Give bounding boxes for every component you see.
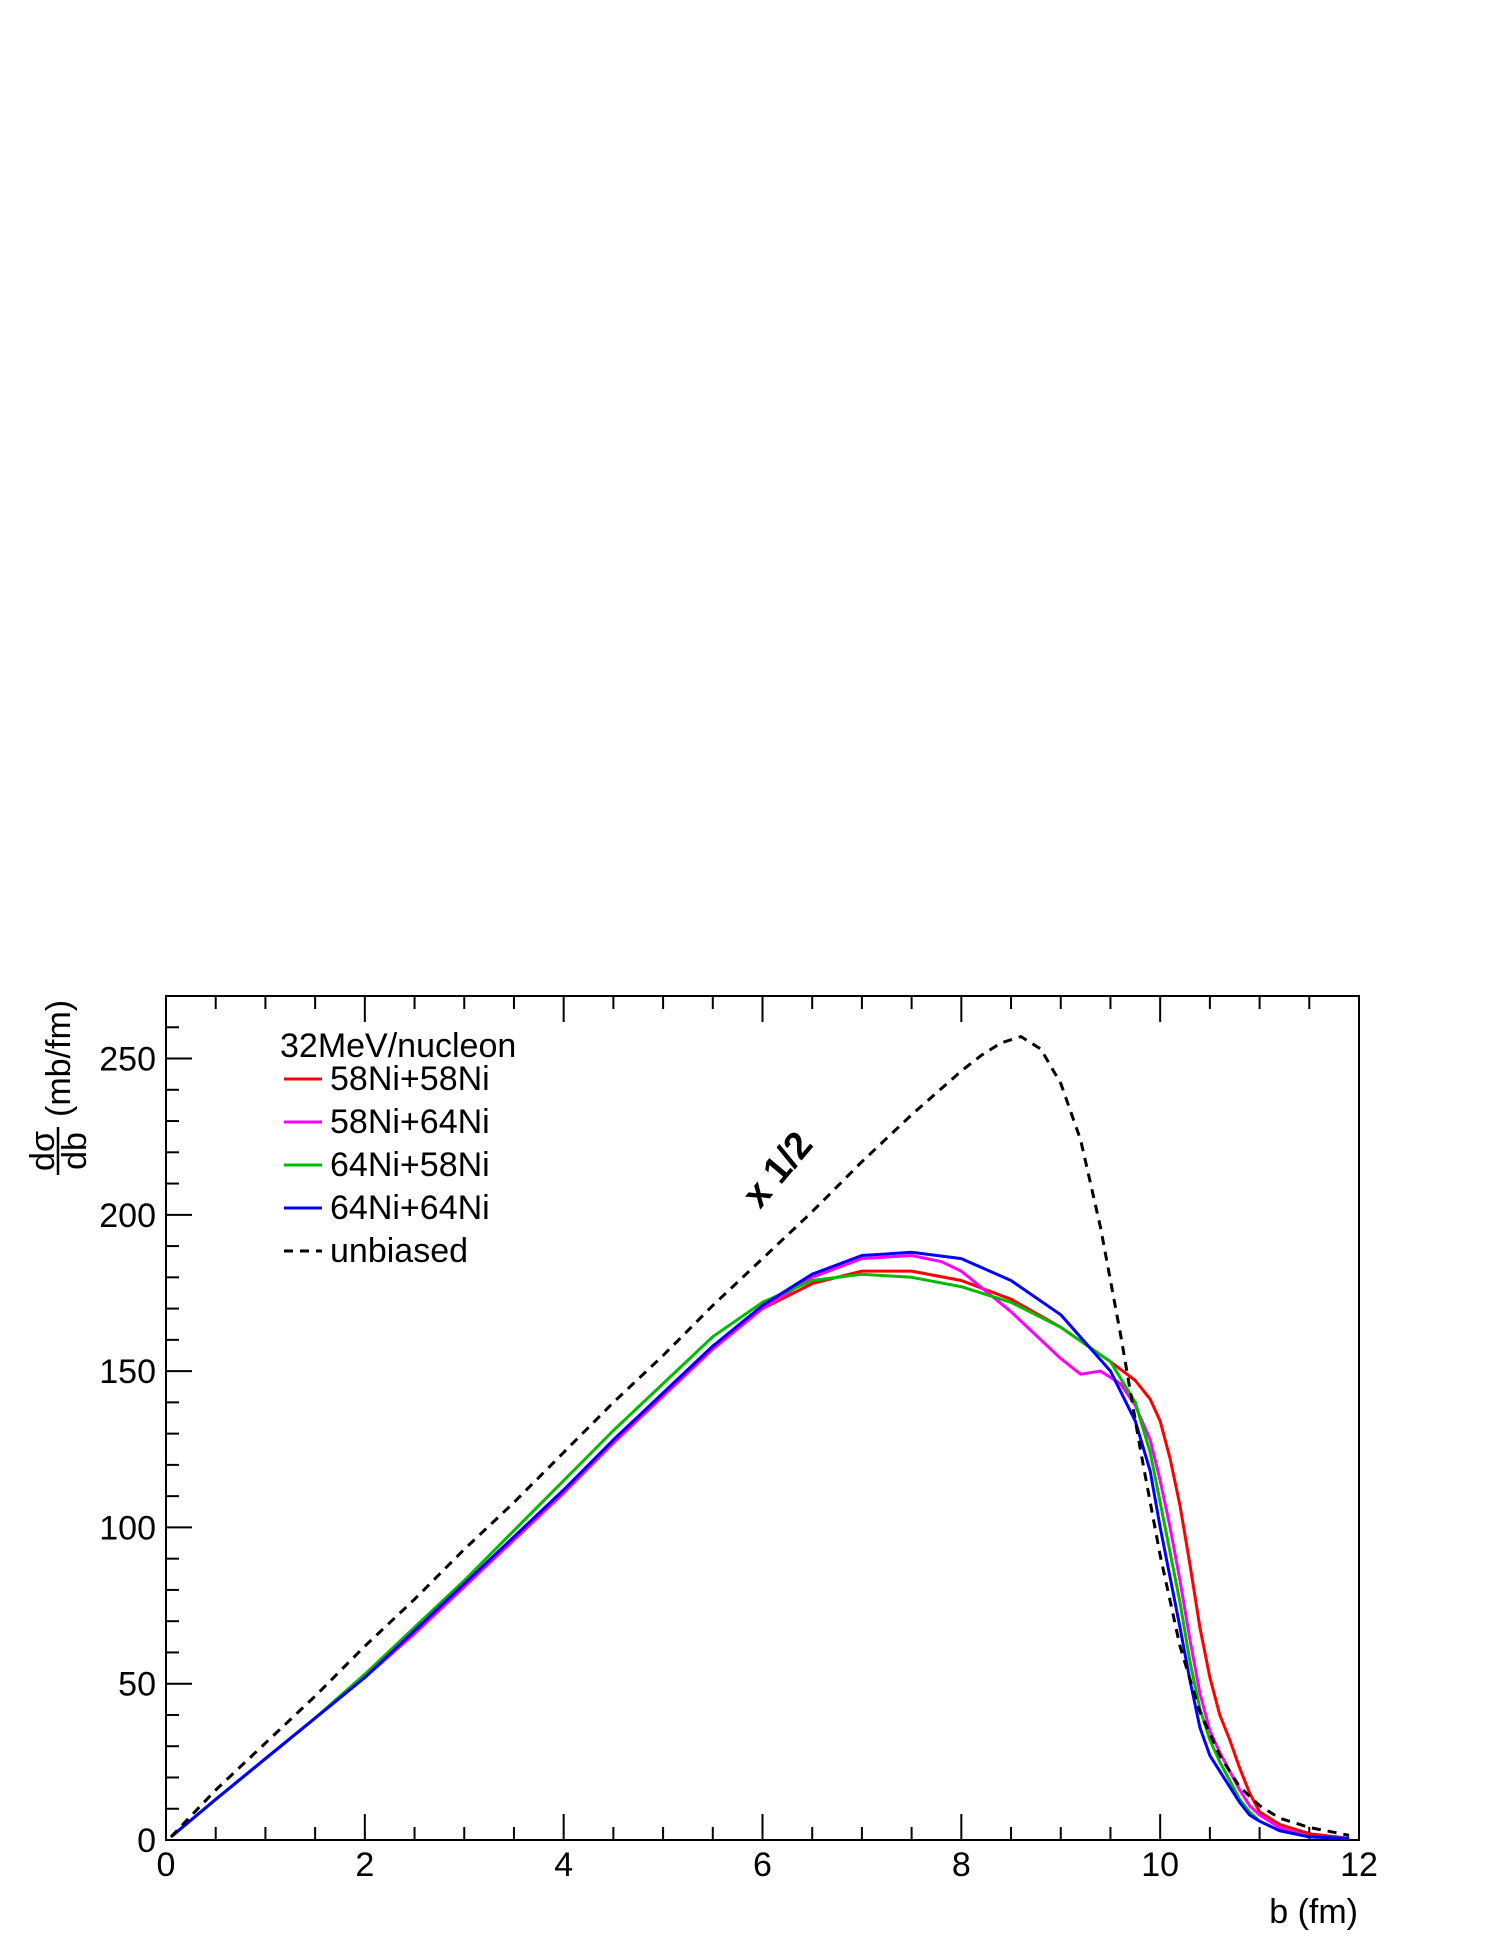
series-line-64ni-64ni — [170, 1250, 1350, 1840]
x-tick-label: 0 — [157, 1846, 176, 1884]
legend: 32MeV/nucleon 58Ni+58Ni 58Ni+64Ni 64Ni+58N… — [280, 1027, 516, 1270]
x-tick-label: 2 — [355, 1846, 374, 1884]
x-tick-labels: 0 2 4 6 8 10 12 — [157, 1846, 1378, 1884]
x-tick-label: 6 — [753, 1846, 772, 1884]
legend-entries: 58Ni+58Ni 58Ni+64Ni 64Ni+58Ni 64Ni+64Ni unbi… — [284, 1060, 490, 1270]
series-line-58ni-64ni — [170, 1254, 1350, 1840]
legend-label: 58Ni+58Ni — [330, 1060, 490, 1098]
legend-label: 58Ni+64Ni — [330, 1103, 490, 1141]
y-tick-label: 150 — [99, 1353, 156, 1391]
series-line-64ni-58ni — [170, 1272, 1350, 1840]
y-tick-label: 0 — [137, 1822, 156, 1860]
x-tick-label: 12 — [1340, 1846, 1378, 1884]
x-tick-label: 10 — [1141, 1846, 1179, 1884]
axis-ticks — [165, 995, 1360, 1841]
y-axis-title-numerator: dσ — [24, 1131, 62, 1171]
y-axis-title: dσ db (mb/fm) — [24, 1000, 94, 1175]
x-tick-label: 4 — [554, 1846, 573, 1884]
series-line-unbiased — [169, 1035, 1350, 1838]
y-tick-label: 200 — [99, 1197, 156, 1235]
series-line-58ni-58ni — [170, 1269, 1350, 1840]
legend-title: 32MeV/nucleon — [280, 1027, 516, 1065]
x-tick-label: 8 — [952, 1846, 971, 1884]
y-tick-label: 50 — [118, 1666, 156, 1704]
y-tick-label: 250 — [99, 1041, 156, 1079]
x-axis-title: b (fm) — [1269, 1893, 1358, 1931]
legend-label: 64Ni+58Ni — [330, 1146, 490, 1184]
y-tick-labels: 0 50 100 150 200 250 — [99, 1041, 156, 1860]
y-axis-title-denominator: db — [56, 1132, 94, 1170]
y-tick-label: 100 — [99, 1509, 156, 1547]
annotation-x-half: x 1/2 — [735, 1124, 822, 1216]
series-group — [169, 1035, 1350, 1840]
y-axis-title-unit: (mb/fm) — [40, 1000, 78, 1117]
legend-label: 64Ni+64Ni — [330, 1189, 490, 1227]
legend-label: unbiased — [330, 1232, 468, 1270]
